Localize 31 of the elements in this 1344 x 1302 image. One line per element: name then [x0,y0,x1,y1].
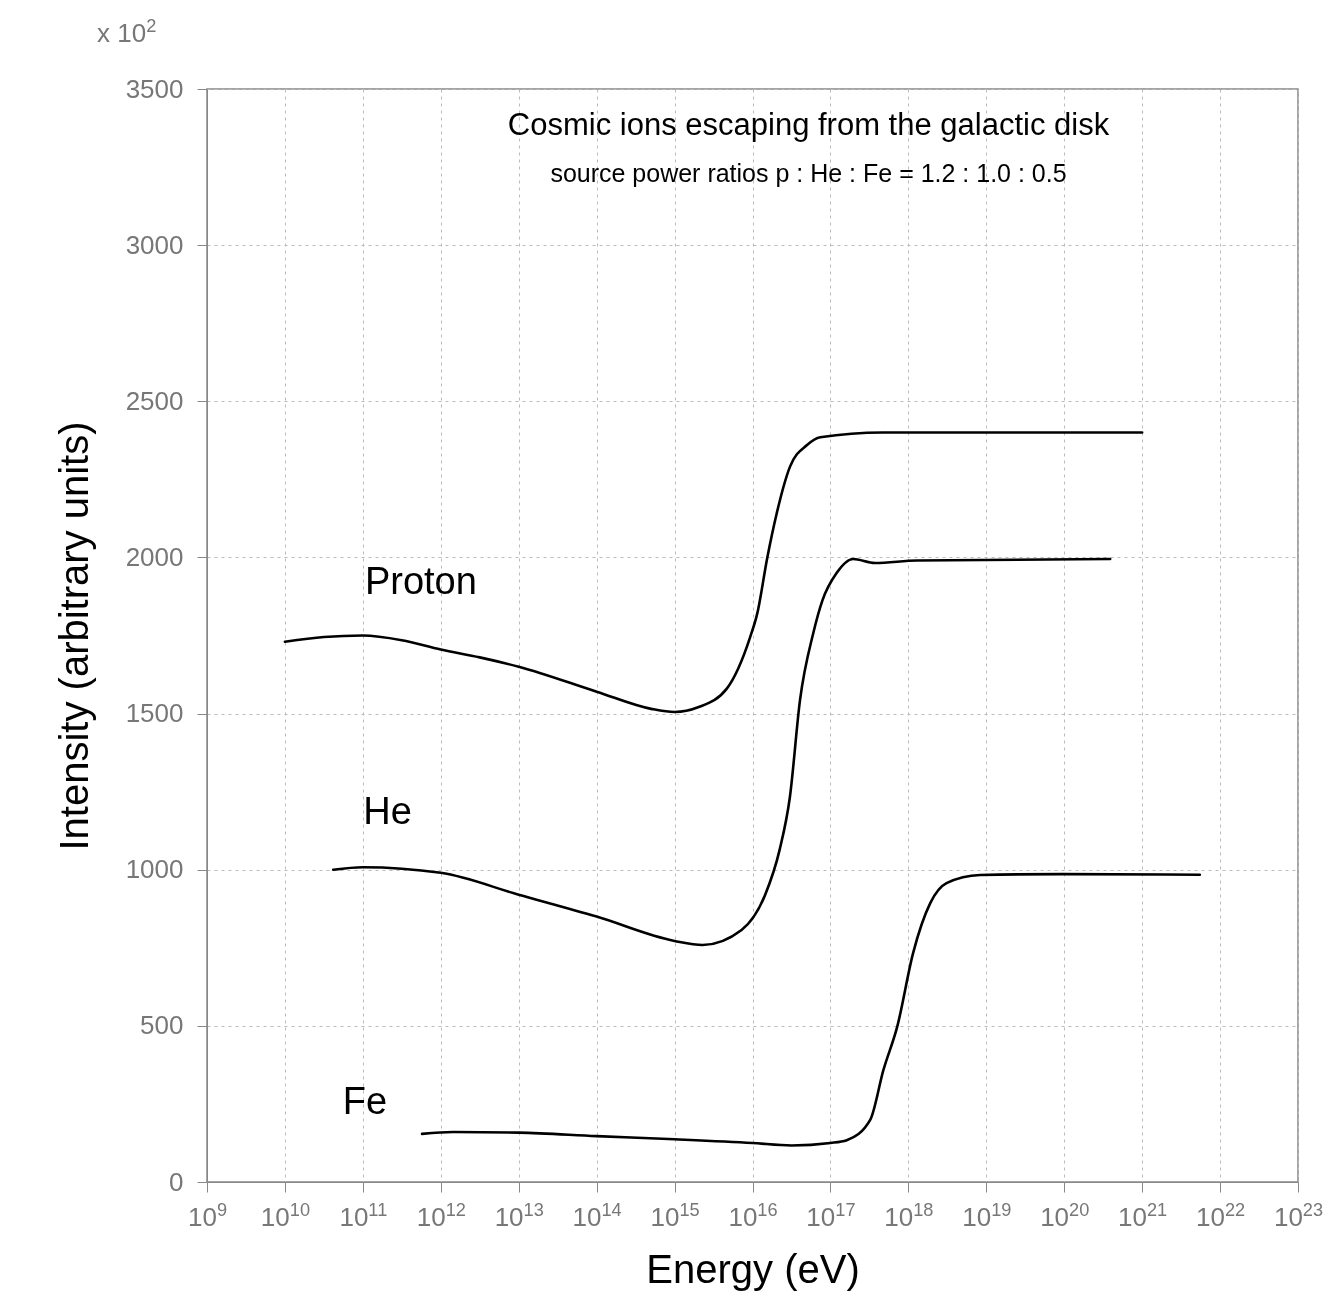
y-tick-label: 2000 [125,541,184,572]
x-tick-label: 10$^{15}$ [650,1199,700,1232]
y-tick-label: 1000 [125,854,184,885]
series-label: Proton [364,559,477,602]
x-tick-label: 10$^{9}$ [187,1199,228,1232]
y-tick-label: 500 [140,1010,184,1041]
x-tick-label: 10$^{19}$ [962,1199,1012,1232]
x-tick-label: 10$^{16}$ [728,1199,778,1232]
x-tick-label: 10$^{11}$ [339,1199,388,1232]
x-tick-label: 10$^{22}$ [1195,1199,1246,1232]
x-tick-label: 10$^{21}$ [1118,1199,1168,1232]
x-tick-label: 10$^{17}$ [806,1199,856,1232]
y-tick-label: 3000 [125,229,184,260]
x-tick-label: 10$^{18}$ [884,1199,934,1232]
series-label: He [363,789,412,832]
series-label: Fe [342,1079,388,1122]
y-tick-label: 2500 [125,385,184,416]
text: source power ratios p : He : Fe = 1.2 : 1.0 : 0.5 [550,159,1067,187]
y-tick-label: 0 [169,1166,184,1197]
x-tick-label: 10$^{23}$ [1273,1199,1324,1232]
text: x 10$^{2}$ [97,16,157,48]
x-tick-label: 10$^{20}$ [1040,1199,1090,1232]
y-tick-label: 1500 [125,698,184,729]
x-axis-title: Energy (eV) [646,1246,860,1291]
x-tick-label: 10$^{14}$ [572,1199,622,1232]
x-tick-label: 10$^{12}$ [416,1199,466,1232]
y-tick-label: 3500 [125,73,184,104]
x-tick-label: 10$^{13}$ [494,1199,544,1232]
text: Cosmic ions escaping from the galactic disk [507,107,1110,142]
x-tick-label: 10$^{10}$ [260,1199,311,1232]
y-axis-title: Intensity (arbitrary units) [51,421,96,851]
